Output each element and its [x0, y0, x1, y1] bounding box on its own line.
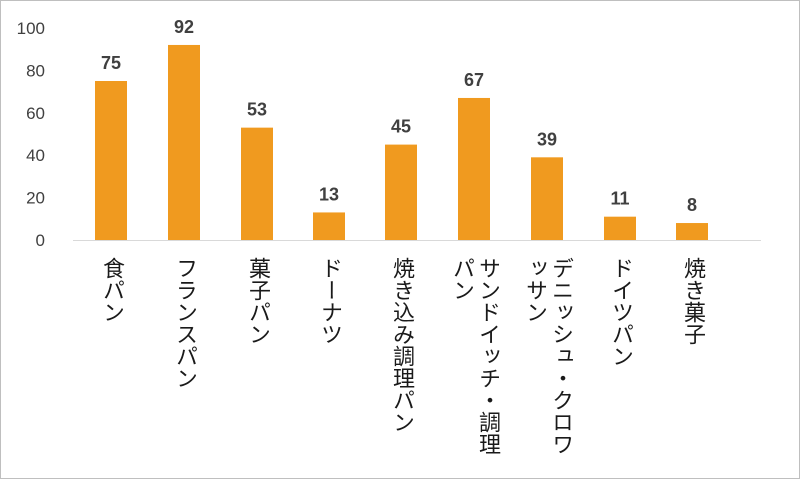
y-tick-label: 80 [26, 61, 45, 80]
data-label: 13 [319, 184, 339, 204]
category-label: 焼き込み調理パン [389, 257, 414, 433]
category-label: 焼き菓子 [680, 257, 705, 345]
bar [385, 144, 417, 240]
y-tick-label: 100 [17, 19, 45, 38]
bar [241, 127, 273, 240]
data-label: 67 [464, 70, 484, 90]
y-tick-label: 40 [26, 146, 45, 165]
category-label: 食パン [99, 257, 124, 323]
data-label: 39 [537, 129, 557, 149]
data-label: 75 [101, 53, 121, 73]
bar [531, 157, 563, 240]
bar [604, 216, 636, 240]
category-label: フランスパン [172, 257, 197, 389]
y-tick-label: 60 [26, 104, 45, 123]
data-label: 11 [610, 189, 629, 209]
bar [168, 44, 200, 241]
category-label: デニッシュ・クロワッサン [522, 257, 573, 455]
y-tick-label: 0 [36, 231, 45, 250]
bar [313, 212, 345, 240]
category-label: サンドイッチ・調理パン [449, 257, 500, 455]
data-label: 45 [391, 117, 411, 137]
y-tick-label: 20 [26, 189, 45, 208]
bar [95, 81, 127, 240]
category-label: ドイツパン [608, 257, 633, 367]
data-label: 92 [174, 17, 194, 37]
data-labels: 75 92 53 13 45 67 39 11 8 [101, 17, 697, 215]
category-label: 菓子パン [245, 257, 270, 345]
category-label: ドーナツ [317, 257, 342, 345]
y-axis: 0 20 40 60 80 100 [17, 19, 45, 250]
data-label: 53 [247, 100, 267, 120]
bars [95, 44, 708, 241]
bar [458, 97, 490, 241]
data-label: 8 [687, 195, 697, 215]
bar [676, 223, 708, 240]
